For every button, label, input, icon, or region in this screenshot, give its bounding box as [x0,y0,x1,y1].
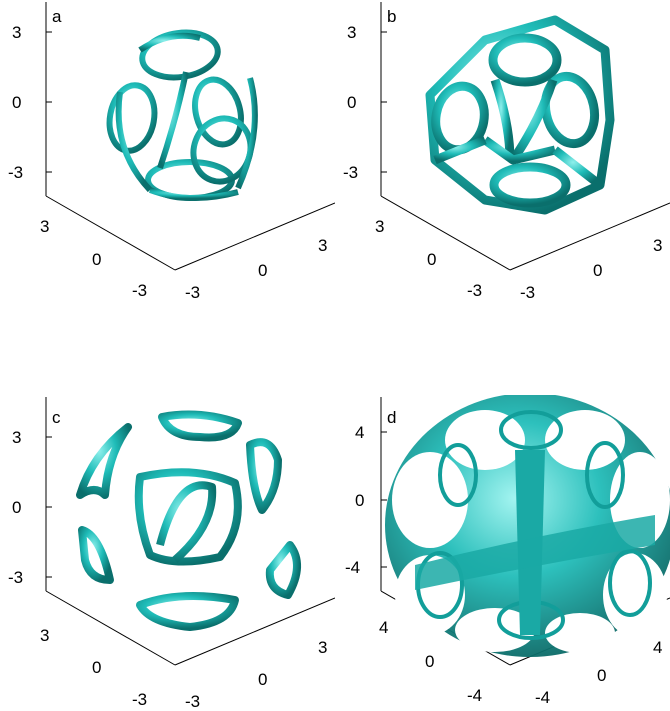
x-tick: 3 [375,217,384,236]
panel-c: c 3 0 -3 3 0 -3 -3 0 3 [0,395,335,711]
loops-surface [76,410,301,631]
panel-label: b [387,7,396,26]
ring-surface [106,29,258,201]
y-tick: 0 [593,261,602,280]
panel-b: b 3 0 -3 3 0 -3 -3 0 3 [335,0,670,300]
panel-c-plot: c 3 0 -3 3 0 -3 -3 0 3 [8,397,335,711]
z-tick: -3 [343,163,358,182]
x-tick: 3 [40,626,49,645]
cage-surface [425,15,615,215]
y-tick: -3 [185,692,200,711]
axes-box [380,2,670,271]
x-tick: 0 [425,652,434,671]
panel-a: a 3 0 -3 3 0 -3 -3 0 3 [0,0,335,300]
panel-d-plot: d 4 0 -4 4 0 -4 -4 0 4 [345,395,670,707]
x-tick: 4 [379,618,388,637]
panel-label: c [52,408,61,427]
panel-a-plot: a 3 0 -3 3 0 -3 -3 0 3 [8,2,335,300]
y-tick: 3 [318,638,327,657]
z-tick: 0 [347,93,356,112]
x-tick: -3 [467,281,482,300]
y-tick: 0 [597,666,606,685]
x-tick: -3 [132,690,147,709]
y-tick: 3 [318,236,327,255]
x-tick: 0 [92,250,101,269]
panel-label: d [387,408,396,427]
z-tick: -3 [8,568,23,587]
y-tick: -3 [185,283,200,300]
x-tick: 0 [92,658,101,677]
axes-box [45,2,335,271]
axes-box [45,397,335,666]
z-tick: -3 [8,163,23,182]
inner-bands [415,450,655,635]
x-tick: 0 [427,250,436,269]
z-tick: 0 [355,491,364,510]
z-tick: 3 [12,23,21,42]
y-tick: 0 [258,261,267,280]
z-tick: 0 [12,498,21,517]
panel-b-plot: b 3 0 -3 3 0 -3 -3 0 3 [343,2,670,300]
y-tick: 4 [653,638,662,657]
z-tick: 3 [12,428,21,447]
z-tick: 4 [355,423,364,442]
panel-label: a [52,7,62,26]
x-tick: -3 [132,281,147,300]
y-tick: -3 [520,283,535,300]
z-tick: -4 [345,558,360,577]
x-tick: -4 [467,686,482,705]
z-tick: 0 [12,93,21,112]
y-tick: 0 [258,670,267,689]
y-tick: -4 [535,688,550,707]
x-tick: 3 [40,217,49,236]
panel-d: d 4 0 -4 4 0 -4 -4 0 4 [335,395,670,711]
z-tick: 3 [347,23,356,42]
y-tick: 3 [653,236,662,255]
